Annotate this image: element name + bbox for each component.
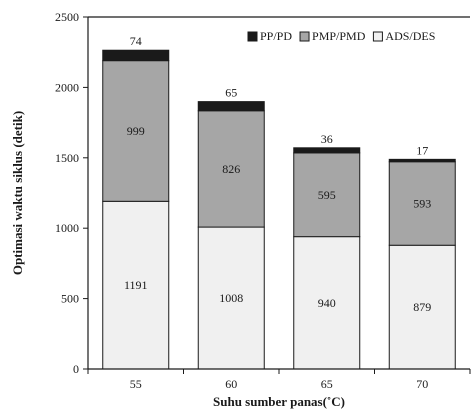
- plot-area: 1191 999 74 1008 826 65 940 595 36 879 593 17: [102, 34, 456, 370]
- axes: 0 500 1000 1500 2000 2500 55 60 65 70: [55, 10, 471, 391]
- bar-pmp-pmd-65: [293, 152, 361, 238]
- data-label-pmp-pmd-65: 595: [318, 188, 336, 202]
- legend-label-pmp-pmd: PMP/PMD: [312, 29, 366, 43]
- bar-pp-pd-65: [293, 147, 361, 154]
- y-tick-label-0: 0: [73, 362, 79, 376]
- bar-pmp-pmd-70: [388, 161, 456, 246]
- data-label-pp-pd-55: 74: [130, 34, 142, 48]
- bar-ads-des-65: [293, 236, 361, 370]
- y-tick-label-500: 500: [61, 292, 79, 306]
- data-label-pp-pd-70: 17: [416, 143, 428, 157]
- legend-swatch-ads-des: [372, 31, 383, 42]
- x-tick-label-60: 60: [225, 377, 237, 391]
- x-axis-title: Suhu sumber panas(˚C): [213, 394, 345, 409]
- data-label-pmp-pmd-70: 593: [413, 196, 431, 210]
- y-axis-title: Optimasi waktu siklus (detik): [10, 111, 25, 275]
- y-tick-label-2500: 2500: [55, 10, 79, 24]
- legend-label-ads-des: ADS/DES: [385, 29, 435, 43]
- y-tick-label-1500: 1500: [55, 151, 79, 165]
- bar-pp-pd-55: [102, 49, 170, 62]
- data-label-ads-des-55: 1191: [124, 278, 148, 292]
- bar-pmp-pmd-55: [102, 60, 170, 202]
- bar-ads-des-55: [102, 200, 170, 370]
- x-tick-label-65: 65: [321, 377, 333, 391]
- bar-pmp-pmd-60: [197, 110, 265, 228]
- data-label-ads-des-60: 1008: [219, 291, 243, 305]
- data-label-pmp-pmd-60: 826: [222, 162, 240, 176]
- y-tick-label-2000: 2000: [55, 80, 79, 94]
- bar-pp-pd-60: [197, 101, 265, 112]
- x-tick-label-70: 70: [416, 377, 428, 391]
- data-label-pp-pd-60: 65: [225, 86, 237, 100]
- x-tick-label-55: 55: [130, 377, 142, 391]
- data-label-pmp-pmd-55: 999: [127, 124, 145, 138]
- legend: PP/PD PMP/PMD ADS/DES: [247, 29, 435, 43]
- legend-swatch-pmp-pmd: [299, 31, 310, 42]
- data-label-ads-des-70: 879: [413, 300, 431, 314]
- legend-swatch-pp-pd: [247, 31, 258, 42]
- y-tick-label-1000: 1000: [55, 221, 79, 235]
- bar-pp-pd-70: [388, 158, 456, 163]
- legend-label-pp-pd: PP/PD: [260, 29, 292, 43]
- data-label-pp-pd-65: 36: [321, 132, 333, 146]
- data-label-ads-des-65: 940: [318, 296, 336, 310]
